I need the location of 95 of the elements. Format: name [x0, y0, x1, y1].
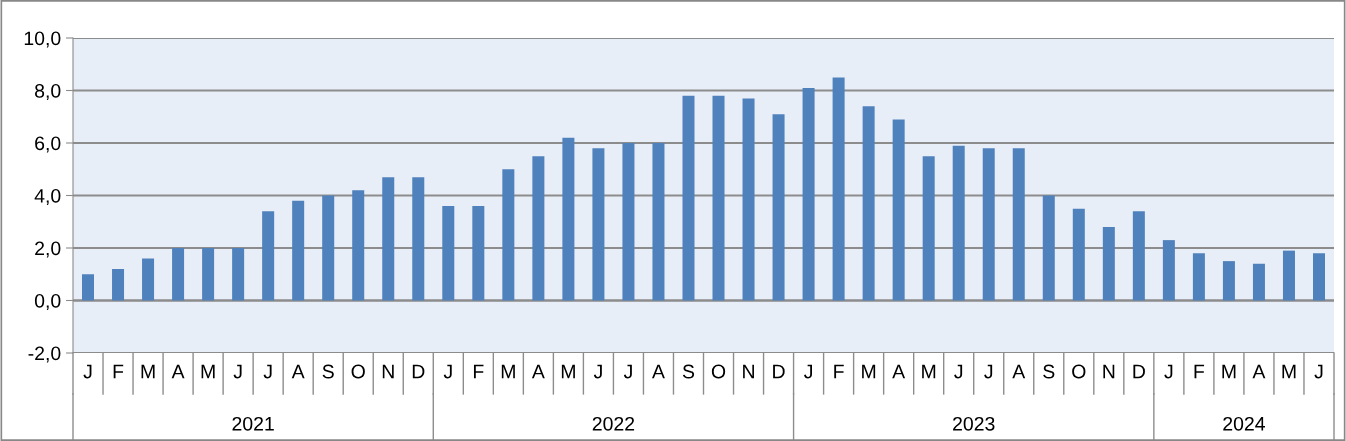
bar	[952, 145, 965, 301]
bar	[1102, 227, 1115, 301]
bar	[1012, 148, 1025, 301]
bar	[472, 206, 485, 301]
bar	[1072, 208, 1085, 301]
bar	[832, 77, 845, 301]
x-tick-label: J	[233, 364, 242, 379]
bar	[502, 169, 515, 301]
x-tick-label: M	[561, 364, 575, 379]
bar	[562, 137, 575, 301]
bar	[592, 148, 605, 301]
bar	[292, 200, 305, 301]
y-tick-label: 8,0	[35, 83, 61, 101]
x-tick-label: N	[743, 364, 754, 379]
x-tick-label: S	[682, 364, 695, 379]
bar	[682, 95, 695, 301]
x-tick-label: F	[113, 364, 124, 379]
bar	[1312, 253, 1325, 301]
x-tick-label: A	[531, 364, 545, 379]
x-tick-label: N	[1103, 364, 1115, 379]
bar	[802, 87, 815, 301]
bar	[532, 156, 545, 301]
x-tick-label: O	[351, 364, 365, 379]
bar	[172, 248, 185, 301]
bar	[262, 211, 275, 301]
bar	[622, 143, 635, 301]
text: 2022	[592, 416, 635, 431]
bar	[112, 269, 125, 301]
bar	[982, 148, 995, 301]
x-tick-label: J	[804, 364, 812, 379]
bar	[82, 274, 95, 301]
bar	[862, 106, 875, 301]
x-tick-label: D	[1133, 364, 1145, 379]
x-tick-label: J	[443, 364, 452, 379]
x-tick-label: M	[862, 364, 876, 379]
x-tick-label: J	[623, 364, 632, 379]
bar	[202, 248, 215, 301]
bar	[1162, 240, 1175, 301]
text: 2023	[953, 416, 995, 431]
x-tick-label: A	[892, 364, 906, 379]
bar	[382, 177, 395, 301]
x-tick-label: M	[1282, 364, 1296, 379]
x-tick-label: J	[83, 364, 92, 379]
x-tick-label: D	[412, 364, 425, 379]
y-tick-label: 0,0	[34, 293, 61, 311]
bar	[922, 156, 935, 301]
x-tick-label: A	[652, 364, 665, 379]
bar	[232, 248, 245, 301]
bar	[652, 143, 665, 301]
x-tick-label: J	[1314, 364, 1323, 379]
bar	[322, 195, 335, 301]
bar	[1282, 250, 1295, 301]
bar	[892, 119, 905, 301]
y-tick-label: 10,0	[24, 31, 61, 48]
bar	[1042, 195, 1055, 301]
x-tick-label: O	[1072, 364, 1086, 379]
x-tick-label: M	[141, 364, 155, 379]
x-tick-label: J	[984, 364, 993, 379]
x-tick-label: A	[291, 364, 305, 379]
text: 2024	[1223, 416, 1265, 431]
x-tick-label: D	[773, 364, 785, 379]
bar	[142, 258, 155, 301]
y-tick-label: 6,0	[35, 136, 61, 153]
x-tick-label: J	[263, 364, 272, 379]
bar	[1132, 211, 1145, 301]
y-tick-label: -2,0	[28, 346, 61, 363]
x-tick-label: M	[1222, 364, 1236, 379]
text: 2021	[232, 416, 274, 431]
bar	[772, 114, 785, 301]
bar	[1192, 253, 1205, 301]
x-tick-label: J	[593, 364, 602, 379]
y-tick-label: 2,0	[35, 241, 61, 258]
x-tick-label: M	[922, 364, 936, 379]
bar	[742, 98, 755, 301]
bar	[352, 190, 365, 301]
bar	[1222, 261, 1235, 301]
bar	[1252, 263, 1265, 301]
x-tick-label: F	[473, 364, 484, 379]
x-tick-label: S	[322, 364, 334, 379]
x-tick-label: M	[201, 364, 215, 379]
x-tick-label: F	[834, 364, 844, 379]
x-tick-label: O	[711, 364, 726, 379]
bar	[712, 95, 725, 301]
x-tick-label: A	[1252, 364, 1266, 379]
bar	[442, 206, 455, 301]
x-tick-label: F	[1194, 364, 1205, 379]
x-tick-label: A	[1012, 364, 1026, 379]
bar	[412, 177, 425, 301]
x-tick-label: S	[1043, 364, 1055, 379]
x-tick-label: A	[171, 364, 185, 379]
x-tick-label: M	[501, 364, 515, 379]
x-tick-label: J	[1164, 364, 1173, 379]
x-tick-label: J	[954, 364, 963, 379]
y-tick-label: 4,0	[34, 188, 61, 206]
x-tick-label: N	[382, 364, 394, 379]
